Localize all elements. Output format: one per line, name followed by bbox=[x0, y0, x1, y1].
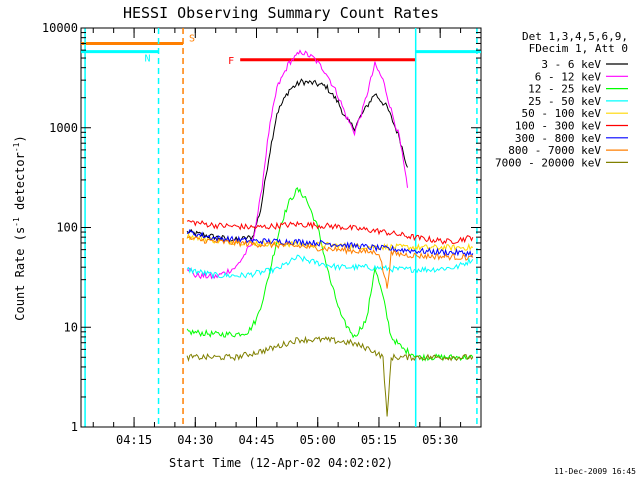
legend-entry-label: 100 - 300 keV bbox=[515, 120, 601, 133]
vlines-layer bbox=[84, 28, 478, 427]
y-axis-label: Count Rate (s-1 detector-1) bbox=[12, 135, 27, 320]
chart-title: HESSI Observing Summary Count Rates bbox=[123, 4, 439, 22]
y-tick-label: 10000 bbox=[42, 21, 78, 35]
series-line bbox=[186, 229, 474, 258]
legend: Det 1,3,4,5,6,9, FDecim 1, Att 0 3 - 6 k… bbox=[495, 30, 628, 169]
legend-entry-label: 12 - 25 keV bbox=[528, 83, 601, 96]
plot-area bbox=[80, 27, 482, 428]
y-tick-label: 10 bbox=[64, 320, 78, 334]
series-layer bbox=[186, 49, 474, 417]
y-tick-label: 1 bbox=[71, 420, 78, 434]
x-tick-label: 04:15 bbox=[116, 433, 152, 447]
legend-header-line-2: FDecim 1, Att 0 bbox=[529, 42, 628, 55]
legend-entry-label: 3 - 6 keV bbox=[541, 58, 601, 71]
legend-entry-label: 7000 - 20000 keV bbox=[495, 156, 601, 169]
series-line bbox=[186, 49, 408, 280]
series-line bbox=[186, 254, 474, 280]
legend-entry-label: 800 - 7000 keV bbox=[508, 144, 601, 157]
footer-timestamp: 11-Dec-2009 16:45 bbox=[554, 467, 636, 476]
flag-label: N bbox=[145, 54, 151, 65]
y-axis: 1 10 100 1000 10000 bbox=[42, 21, 481, 434]
legend-entry-label: 300 - 800 keV bbox=[515, 132, 601, 145]
legend-entry-label: 25 - 50 keV bbox=[528, 95, 601, 108]
series-line bbox=[186, 220, 474, 245]
series-line bbox=[186, 335, 474, 417]
legend-entry-label: 6 - 12 keV bbox=[535, 70, 602, 83]
x-axis: 04:15 04:30 04:45 05:00 05:15 05:30 bbox=[92, 28, 482, 447]
flag-labels: S N F bbox=[145, 33, 235, 66]
legend-entry-label: 50 - 100 keV bbox=[522, 107, 602, 120]
x-axis-label: Start Time (12-Apr-02 04:02:02) bbox=[169, 456, 393, 470]
flags-layer bbox=[81, 41, 481, 62]
series-line bbox=[186, 187, 474, 362]
y-tick-label: 100 bbox=[56, 221, 78, 235]
y-tick-label: 1000 bbox=[49, 121, 78, 135]
x-tick-label: 04:30 bbox=[177, 433, 213, 447]
series-line bbox=[186, 235, 474, 289]
flag-label: F bbox=[228, 56, 234, 67]
x-tick-label: 05:15 bbox=[361, 433, 397, 447]
x-tick-label: 04:45 bbox=[238, 433, 274, 447]
x-tick-label: 05:30 bbox=[422, 433, 458, 447]
flag-label: S bbox=[189, 33, 195, 44]
legend-header-line-1: Det 1,3,4,5,6,9, bbox=[522, 30, 628, 43]
x-tick-label: 05:00 bbox=[300, 433, 336, 447]
series-line bbox=[186, 78, 408, 242]
